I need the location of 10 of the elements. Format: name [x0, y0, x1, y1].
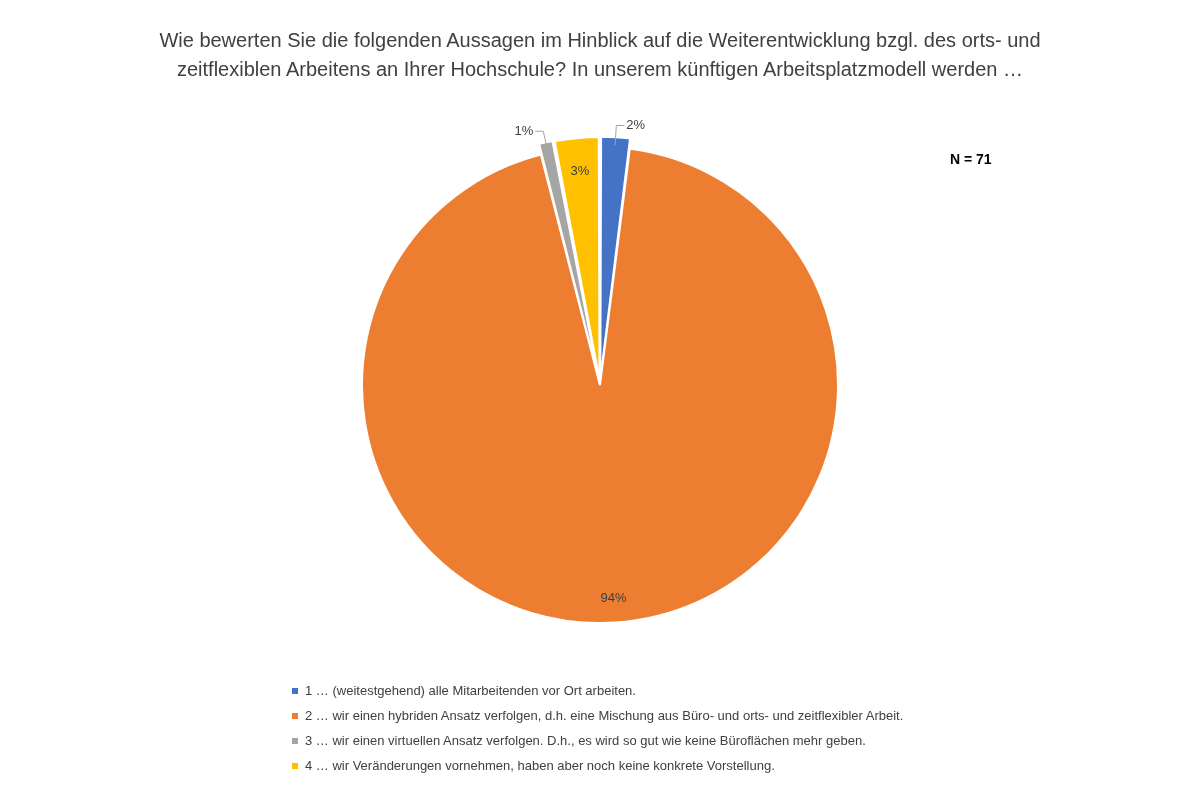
- data-label: 3%: [570, 163, 590, 179]
- legend-label: 3 … wir einen virtuellen Ansatz verfolgen. D.h., es wird so gut wie keine Büroflächen mehr geben.: [305, 732, 866, 750]
- chart-title: Wie bewerten Sie die folgenden Aussagen im Hinblick auf die Weiterentwicklung bzgl. des orts- und zeitflexiblen Arbeitens an Ihrer Hochschule? In unserem künftigen Arbeitsplatzmodell werden …: [158, 28, 1042, 82]
- data-label: 94%: [600, 590, 627, 606]
- legend-label: 1 … (weitestgehend) alle Mitarbeitenden vor Ort arbeiten.: [305, 682, 636, 700]
- text: N = 71: [950, 150, 992, 167]
- legend-label: 4 … wir Veränderungen vornehmen, haben aber noch keine konkrete Vorstellung.: [305, 757, 775, 775]
- legend-label: 2 … wir einen hybriden Ansatz verfolgen, d.h. eine Mischung aus Büro- und orts- und zeitflexibler Arbeit.: [305, 707, 904, 725]
- data-label: 2%: [626, 117, 646, 133]
- data-label: 1%: [514, 122, 534, 138]
